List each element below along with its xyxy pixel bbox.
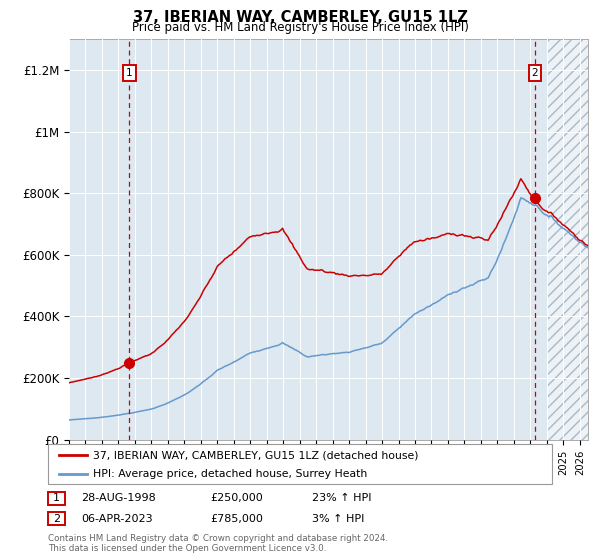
Text: 37, IBERIAN WAY, CAMBERLEY, GU15 1LZ: 37, IBERIAN WAY, CAMBERLEY, GU15 1LZ: [133, 10, 467, 25]
Text: 23% ↑ HPI: 23% ↑ HPI: [312, 493, 371, 503]
Text: HPI: Average price, detached house, Surrey Heath: HPI: Average price, detached house, Surr…: [93, 469, 367, 479]
Text: £785,000: £785,000: [210, 514, 263, 524]
Text: 1: 1: [126, 68, 133, 78]
Text: Price paid vs. HM Land Registry's House Price Index (HPI): Price paid vs. HM Land Registry's House …: [131, 21, 469, 34]
Text: 1: 1: [53, 493, 60, 503]
Text: 37, IBERIAN WAY, CAMBERLEY, GU15 1LZ (detached house): 37, IBERIAN WAY, CAMBERLEY, GU15 1LZ (de…: [93, 450, 419, 460]
Text: £250,000: £250,000: [210, 493, 263, 503]
Bar: [547, 39, 588, 440]
Text: Contains HM Land Registry data © Crown copyright and database right 2024.
This d: Contains HM Land Registry data © Crown c…: [48, 534, 388, 553]
Text: 06-APR-2023: 06-APR-2023: [81, 514, 152, 524]
Text: 2: 2: [532, 68, 538, 78]
Text: 2: 2: [53, 514, 60, 524]
Bar: [547, 39, 588, 440]
Text: 3% ↑ HPI: 3% ↑ HPI: [312, 514, 364, 524]
Text: 28-AUG-1998: 28-AUG-1998: [81, 493, 156, 503]
